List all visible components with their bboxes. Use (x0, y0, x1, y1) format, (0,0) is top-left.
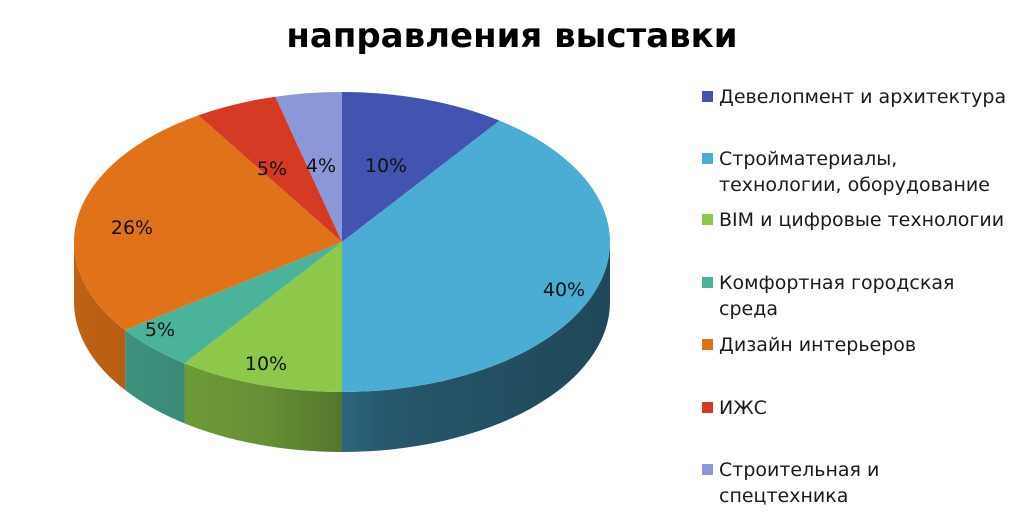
pie-slice (342, 92, 500, 242)
legend-item: Девелопмент и архитектура (702, 84, 1009, 110)
pie-slice (342, 120, 610, 392)
pie-chart: 10% 40% 10% 5% 26% 5% 4% (74, 92, 610, 452)
legend-swatch-icon (702, 464, 713, 475)
slice-percent-label: 5% (145, 319, 175, 341)
legend-label: Дизайн интерьеров (719, 334, 917, 356)
legend-label: Девелопмент и архитектура (719, 86, 1007, 108)
legend-label: Стройматериалы, технологии, оборудование (719, 148, 990, 196)
legend-label: Комфортная городская среда (719, 272, 955, 320)
pie-slice-side (342, 242, 610, 452)
pie-slice (125, 242, 343, 364)
slice-percent-label: 5% (257, 158, 287, 180)
pie-slice (198, 96, 342, 242)
legend-item: Стройматериалы, технологии, оборудование (702, 146, 1009, 198)
legend-swatch-icon (702, 402, 713, 413)
legend-swatch-icon (702, 339, 713, 350)
legend-item: Дизайн интерьеров (702, 332, 1009, 358)
legend-swatch-icon (702, 91, 713, 102)
slice-percent-label: 10% (245, 353, 287, 375)
legend-item: Строительная и спецтехника (702, 457, 1009, 509)
legend-swatch-icon (702, 277, 713, 288)
pie-slice (184, 242, 342, 392)
legend-label: Строительная и спецтехника (719, 459, 880, 507)
pie-slice-side (125, 330, 185, 424)
legend-label: ИЖС (719, 397, 767, 419)
legend-item: Комфортная городская среда (702, 270, 1009, 322)
legend-swatch-icon (702, 214, 713, 225)
pie-slice (74, 115, 343, 331)
legend-label: BIM и цифровые технологии (719, 209, 1005, 231)
pie-slice (275, 92, 342, 242)
slice-percent-label: 4% (306, 155, 336, 177)
legend-item: BIM и цифровые технологии (702, 207, 1009, 233)
slice-percent-label: 10% (365, 155, 407, 177)
legend-item: ИЖС (702, 395, 1009, 421)
slice-percent-label: 26% (111, 217, 153, 239)
pie-slice-side (74, 242, 126, 391)
chart-title: направления выставки (286, 16, 738, 56)
slice-percent-label: 40% (543, 279, 585, 301)
pie-slice-side (184, 363, 342, 452)
legend-swatch-icon (702, 153, 713, 164)
